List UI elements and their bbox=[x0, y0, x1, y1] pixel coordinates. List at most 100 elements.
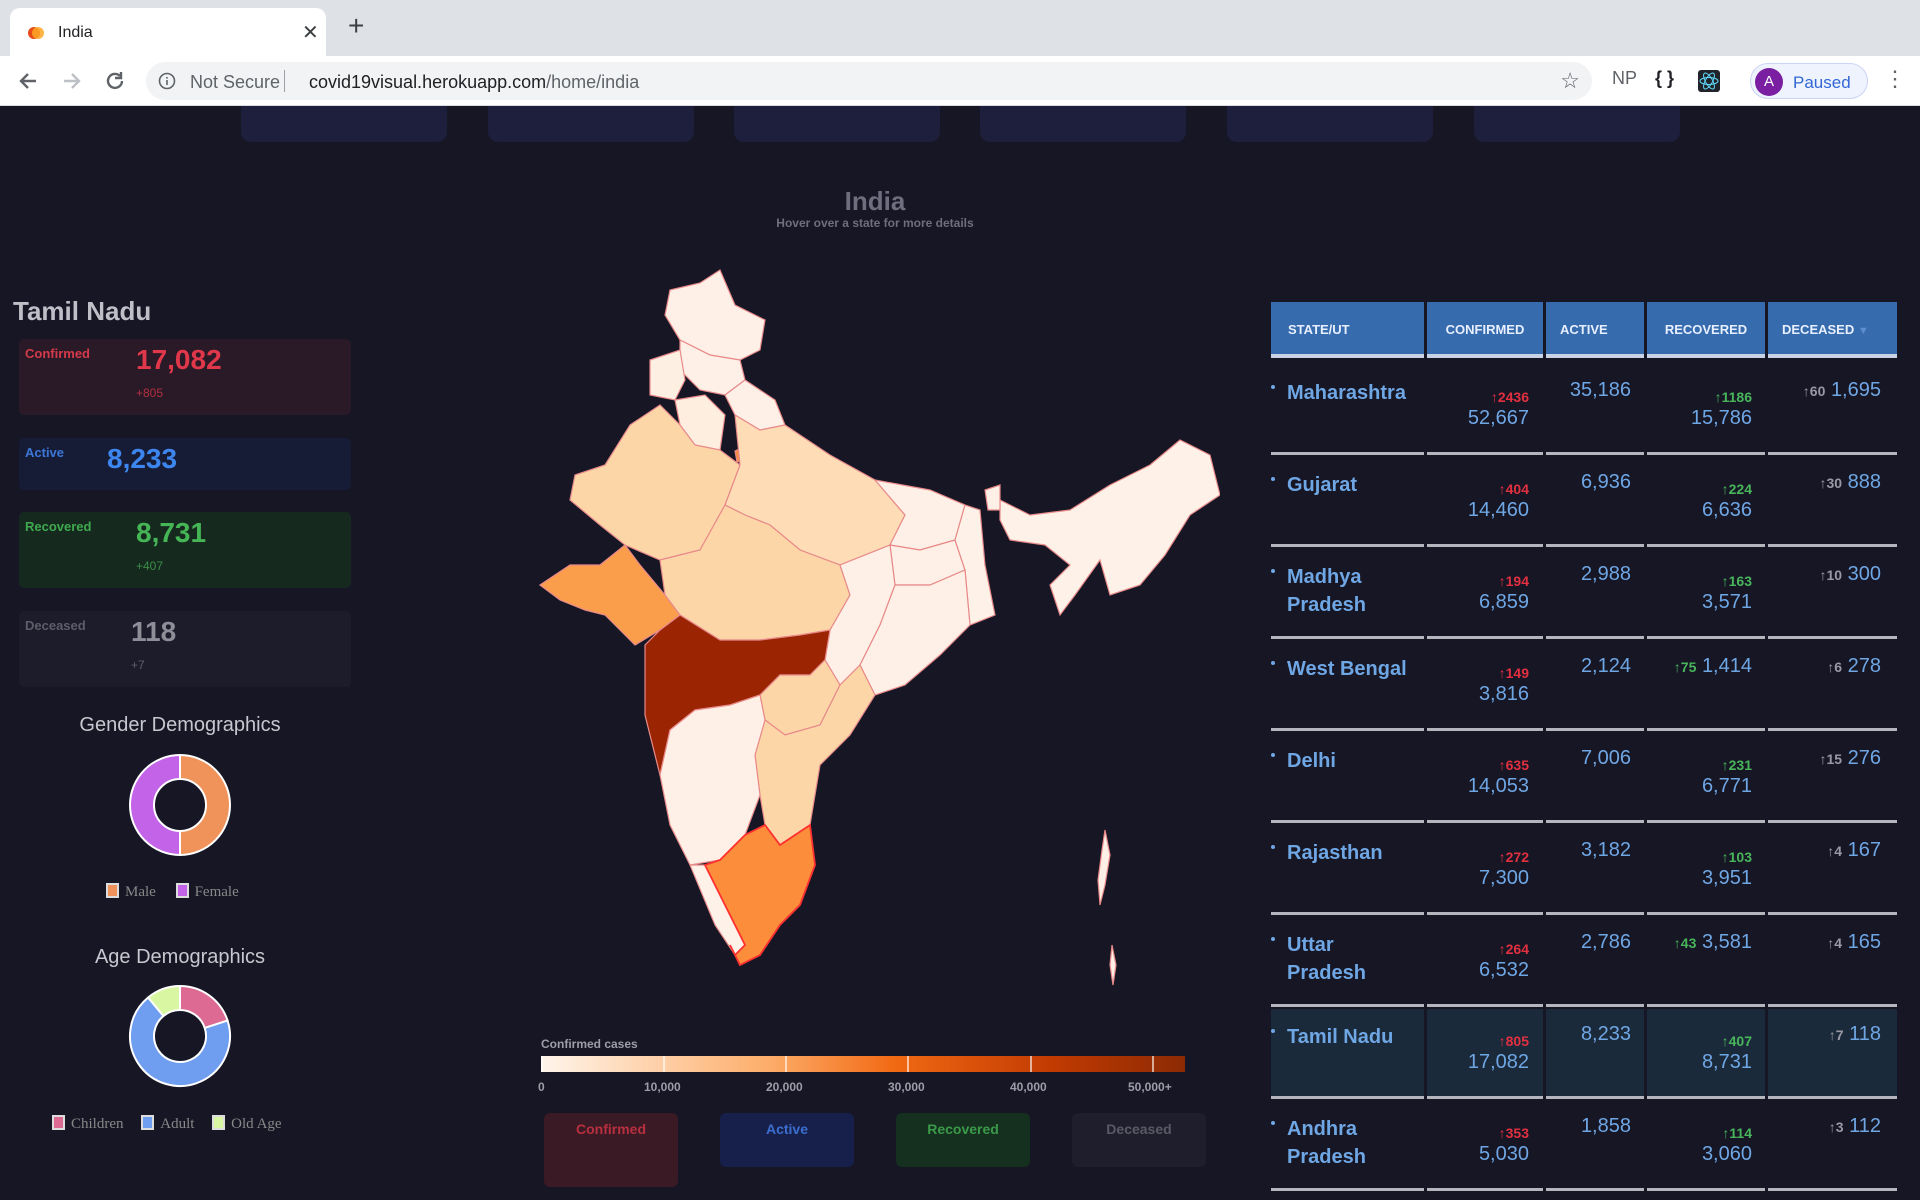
profile-button[interactable]: A Paused bbox=[1750, 63, 1868, 99]
row-recovered-delta: ↑1186 bbox=[1714, 389, 1752, 405]
donut-slice-male[interactable] bbox=[179, 753, 231, 857]
legend-swatch-old-age bbox=[212, 1115, 226, 1130]
column-divider bbox=[1765, 1101, 1768, 1191]
address-bar[interactable]: Not Secure covid19visual.herokuapp.com/h… bbox=[146, 62, 1592, 100]
column-divider bbox=[1424, 825, 1427, 915]
donut-slice-children[interactable] bbox=[179, 984, 229, 1030]
state-jammu-kashmir[interactable] bbox=[664, 269, 766, 361]
bookmark-star-icon[interactable]: ☆ bbox=[1560, 68, 1580, 93]
extension-react-icon[interactable] bbox=[1697, 69, 1721, 93]
map-mode-recovered-button[interactable]: Recovered bbox=[896, 1113, 1030, 1167]
table-row[interactable]: Tamil Nadu ↑805 17,082 8,233 ↑407 8,731 ↑7 118 bbox=[1271, 1009, 1897, 1099]
col-header-active[interactable]: ACTIVE bbox=[1546, 302, 1644, 358]
recovered-value: 8,731 bbox=[136, 517, 207, 548]
row-state-name[interactable]: Maharashtra bbox=[1287, 382, 1406, 404]
map-mode-active-button[interactable]: Active bbox=[720, 1113, 854, 1167]
favicon-icon bbox=[28, 27, 44, 39]
row-confirmed-delta: ↑404 bbox=[1498, 481, 1529, 497]
island-nicobar[interactable] bbox=[1109, 944, 1117, 986]
row-state-name[interactable]: West Bengal bbox=[1287, 658, 1407, 680]
colorbar-tick: 0 bbox=[538, 1080, 545, 1094]
row-confirmed: 14,460 bbox=[1467, 499, 1529, 521]
top-summary-cards bbox=[0, 106, 1920, 142]
row-state-name[interactable]: Andhra Pradesh bbox=[1287, 1118, 1366, 1168]
donut-slice-adult[interactable] bbox=[129, 996, 231, 1087]
state-andhra[interactable] bbox=[754, 663, 876, 846]
col-header-deceased[interactable]: DECEASED ▼ bbox=[1768, 302, 1897, 358]
colorbar-tick: 40,000 bbox=[1010, 1080, 1047, 1094]
row-state-name[interactable]: Tamil Nadu bbox=[1287, 1026, 1394, 1048]
table-row[interactable]: Madhya Pradesh ↑194 6,859 2,988 ↑163 3,571 ↑10 … bbox=[1271, 549, 1897, 639]
browser-menu-icon[interactable]: ⋮ bbox=[1884, 66, 1906, 91]
expand-row-icon[interactable] bbox=[1271, 1121, 1275, 1125]
row-state-name[interactable]: Madhya Pradesh bbox=[1287, 566, 1366, 616]
legend-old-age[interactable]: Old Age bbox=[212, 1115, 282, 1132]
donut-slice-female[interactable] bbox=[129, 753, 181, 857]
table-row[interactable]: Maharashtra ↑2436 52,667 35,186 ↑1186 15,786 ↑… bbox=[1271, 365, 1897, 455]
col-header-recovered[interactable]: RECOVERED bbox=[1647, 302, 1765, 358]
table-row[interactable]: Andhra Pradesh ↑353 5,030 1,858 ↑114 3,060 ↑3 1… bbox=[1271, 1101, 1897, 1191]
column-divider bbox=[1543, 1101, 1546, 1191]
gender-donut-chart bbox=[129, 753, 231, 857]
table-row[interactable]: West Bengal ↑149 3,816 2,124 ↑75 1,414 ↑6 278 bbox=[1271, 641, 1897, 731]
extension-json-braces[interactable]: { } bbox=[1655, 68, 1675, 88]
expand-row-icon[interactable] bbox=[1271, 845, 1275, 849]
sort-desc-icon[interactable]: ▼ bbox=[1857, 325, 1869, 337]
row-active: 35,186 bbox=[1569, 379, 1631, 401]
expand-row-icon[interactable] bbox=[1271, 937, 1275, 941]
legend-children-label: Children bbox=[71, 1116, 124, 1132]
expand-row-icon[interactable] bbox=[1271, 753, 1275, 757]
confirmed-delta: +805 bbox=[136, 386, 164, 400]
donut-slice-old-age[interactable] bbox=[146, 984, 181, 1018]
table-row[interactable]: Gujarat ↑404 14,460 6,936 ↑224 6,636 ↑30 888 bbox=[1271, 457, 1897, 547]
url-text[interactable]: covid19visual.herokuapp.com/home/india bbox=[309, 72, 639, 93]
expand-row-icon[interactable] bbox=[1271, 385, 1275, 389]
india-choropleth-map[interactable] bbox=[530, 265, 1220, 1000]
expand-row-icon[interactable] bbox=[1271, 569, 1275, 573]
map-mode-deceased-button[interactable]: Deceased bbox=[1072, 1113, 1206, 1167]
state-punjab[interactable] bbox=[649, 349, 686, 401]
state-tamil-nadu[interactable] bbox=[703, 823, 816, 967]
expand-row-icon[interactable] bbox=[1271, 1029, 1275, 1033]
expand-row-icon[interactable] bbox=[1271, 661, 1275, 665]
legend-female[interactable]: Female bbox=[175, 883, 239, 900]
legend-male[interactable]: Male bbox=[106, 883, 156, 900]
column-divider bbox=[1765, 825, 1768, 915]
row-active: 7,006 bbox=[1580, 747, 1631, 769]
browser-tab[interactable]: India ✕ bbox=[10, 8, 326, 56]
table-row[interactable]: Rajasthan ↑272 7,300 3,182 ↑103 3,951 ↑4 167 bbox=[1271, 825, 1897, 915]
info-icon[interactable] bbox=[158, 72, 176, 90]
legend-adult[interactable]: Adult bbox=[141, 1115, 195, 1132]
col-header-state[interactable]: STATE/UT bbox=[1271, 302, 1424, 358]
tab-close-icon[interactable]: ✕ bbox=[302, 22, 319, 44]
state-northeast[interactable] bbox=[999, 439, 1220, 617]
row-confirmed: 7,300 bbox=[1478, 867, 1529, 889]
legend-swatch-adult bbox=[141, 1115, 155, 1130]
back-icon[interactable] bbox=[14, 67, 42, 95]
state-sikkim[interactable] bbox=[984, 484, 1001, 511]
colorbar bbox=[541, 1056, 1185, 1072]
reload-icon[interactable] bbox=[101, 67, 129, 95]
row-state-name[interactable]: Uttar Pradesh bbox=[1287, 934, 1366, 984]
table-row[interactable]: Delhi ↑635 14,053 7,006 ↑231 6,771 ↑15 276 bbox=[1271, 733, 1897, 823]
expand-row-icon[interactable] bbox=[1271, 477, 1275, 481]
map-mode-confirmed-button[interactable]: Confirmed bbox=[544, 1113, 678, 1187]
forward-icon[interactable] bbox=[58, 67, 86, 95]
legend-swatch-male bbox=[106, 883, 119, 898]
extension-np[interactable]: NP bbox=[1612, 68, 1638, 88]
row-active: 1,858 bbox=[1580, 1115, 1631, 1137]
row-state-name[interactable]: Gujarat bbox=[1287, 474, 1358, 496]
row-recovered: 6,771 bbox=[1701, 775, 1752, 797]
legend-children[interactable]: Children bbox=[52, 1115, 124, 1132]
new-tab-button[interactable]: + bbox=[348, 10, 365, 41]
table-row[interactable]: Uttar Pradesh ↑264 6,532 2,786 ↑43 3,581 ↑4 16… bbox=[1271, 917, 1897, 1007]
row-state-name[interactable]: Rajasthan bbox=[1287, 842, 1383, 864]
row-confirmed-delta: ↑272 bbox=[1498, 849, 1529, 865]
row-state-name[interactable]: Delhi bbox=[1287, 750, 1336, 772]
age-chart-title: Age Demographics bbox=[94, 946, 266, 968]
col-header-confirmed[interactable]: CONFIRMED bbox=[1427, 302, 1543, 358]
column-divider bbox=[1543, 825, 1546, 915]
island-andaman[interactable] bbox=[1097, 829, 1111, 906]
legend-adult-label: Adult bbox=[160, 1116, 195, 1132]
row-recovered-delta: ↑231 bbox=[1721, 757, 1752, 773]
